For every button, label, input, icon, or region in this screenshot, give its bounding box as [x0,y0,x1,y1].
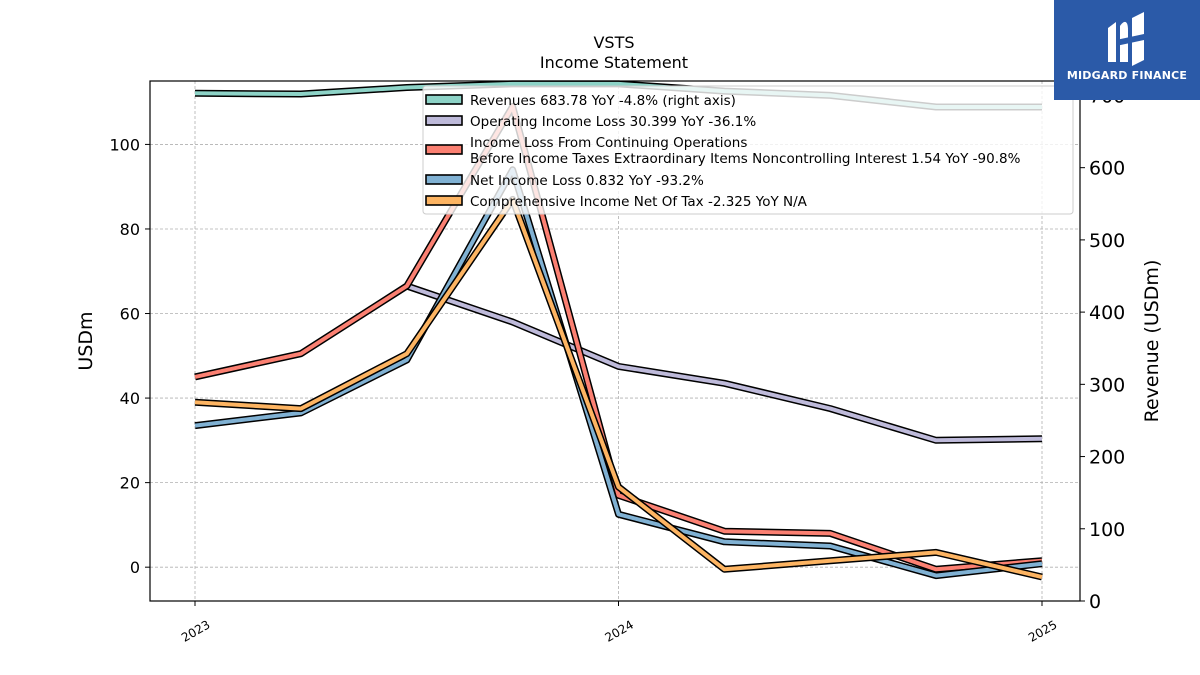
chart-title: VSTS [593,33,634,52]
legend-swatch-4 [425,195,463,206]
plot-frame [149,80,1081,602]
x-tick-label: 2025 [1026,617,1059,644]
y-left-tick-label: 100 [109,135,140,154]
midgard-finance-logo: MIDGARD FINANCE [1054,0,1200,100]
y-left-tick-label: 60 [120,305,140,324]
series-line-3 [194,167,1043,578]
y-right-tick-label: 400 [1089,302,1125,324]
y-left-axis-label: USDm [75,311,97,370]
y-right-tick-label: 200 [1089,447,1125,469]
y-right-tick-label: 100 [1089,519,1125,541]
legend-label-0: Revenues 683.78 YoY -4.8% (right axis) [470,93,736,109]
legend-label-2-line2: Before Income Taxes Extraordinary Items … [470,151,1021,167]
y-right-tick-label: 300 [1089,374,1125,396]
x-tick-label: 2023 [179,617,212,644]
y-left-tick-label: 40 [120,389,140,408]
y-left-tick-label: 20 [120,474,140,493]
series-line-1 [406,284,1043,443]
y-left-tick-label: 80 [120,220,140,239]
legend-swatch-3 [425,174,463,185]
legend-swatch-0 [425,94,463,105]
legend-label-2-line1: Income Loss From Continuing Operations [470,135,747,151]
y-left-tick-label: 0 [130,558,140,577]
chart-subtitle: Income Statement [540,53,688,72]
y-right-tick-label: 0 [1089,591,1101,613]
series-line-4 [194,197,1043,579]
legend-box [422,85,1074,215]
midgard-logo-icon [1108,12,1144,66]
x-tick-label: 2024 [603,617,636,644]
y-right-tick-label: 500 [1089,230,1125,252]
series-outline-1 [405,282,1043,444]
y-right-axis-label: Revenue (USDm) [1141,260,1163,423]
y-right-tick-label: 600 [1089,158,1125,180]
legend-label-3: Net Income Loss 0.832 YoY -93.2% [470,173,704,189]
logo-text: MIDGARD FINANCE [1066,69,1188,82]
legend-label-1: Operating Income Loss 30.399 YoY -36.1% [470,114,756,130]
legend-swatch-1 [425,115,463,126]
legend-label-4: Comprehensive Income Net Of Tax -2.325 Y… [470,194,808,210]
legend-swatch-2 [425,144,463,155]
